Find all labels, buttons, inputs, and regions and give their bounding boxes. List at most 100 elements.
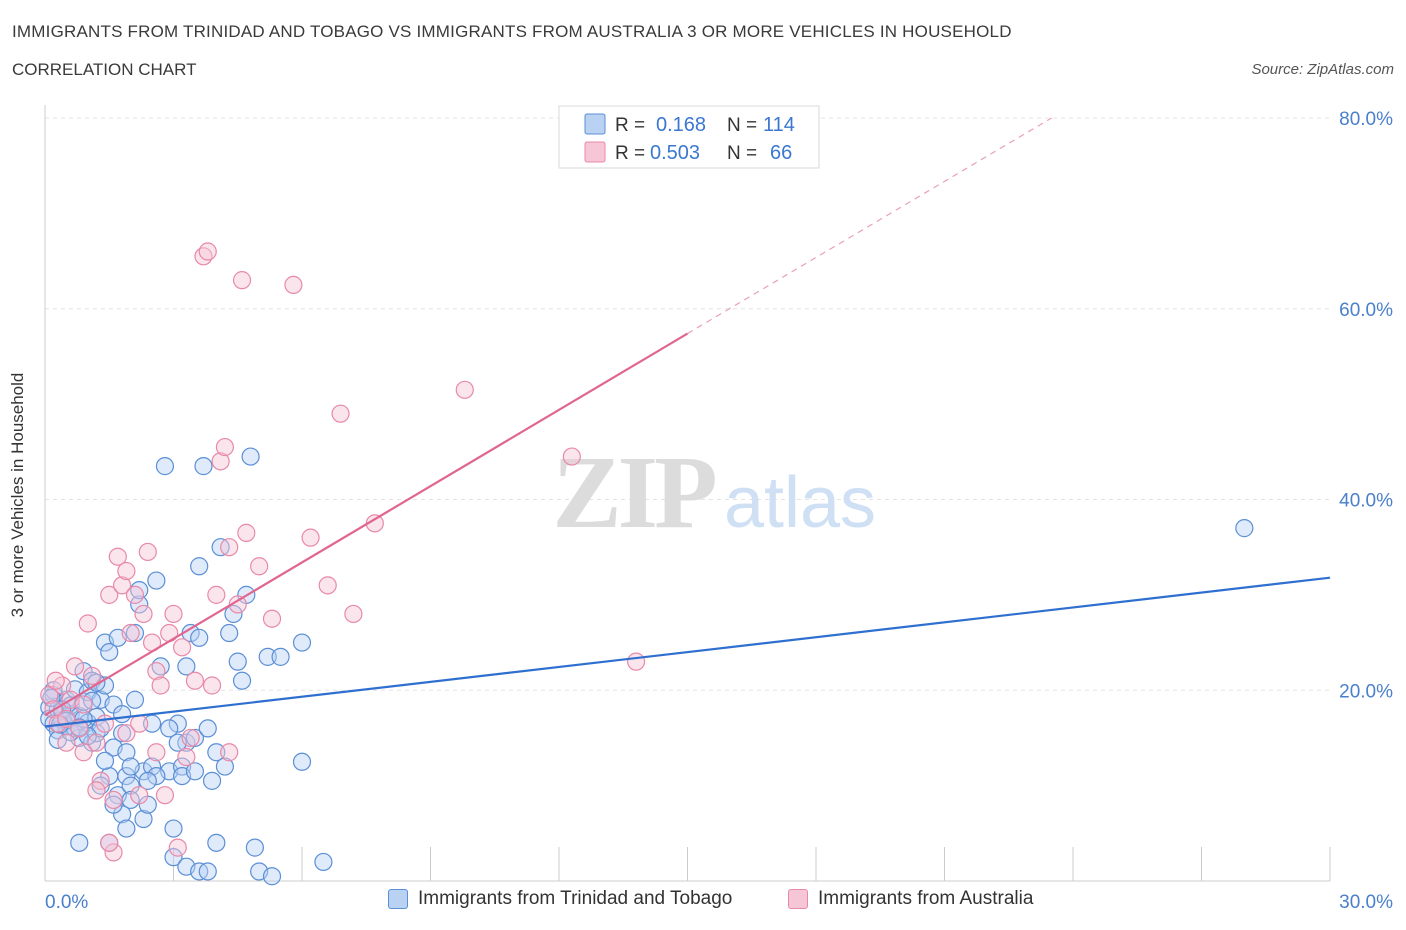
source-label: Source: ZipAtlas.com bbox=[1251, 61, 1394, 78]
data-point bbox=[164, 604, 183, 624]
legend-n-value-2: 66 bbox=[770, 142, 792, 164]
data-point bbox=[100, 585, 119, 604]
legend-r-value-1: 0.168 bbox=[656, 114, 706, 136]
legend-swatch-australia bbox=[584, 141, 606, 163]
legend-n-label-1: N = bbox=[727, 115, 757, 136]
data-point bbox=[271, 647, 290, 666]
data-point bbox=[125, 690, 145, 709]
data-point bbox=[130, 786, 149, 805]
data-point bbox=[220, 623, 239, 643]
data-point bbox=[125, 585, 145, 604]
data-point bbox=[164, 819, 183, 838]
data-point bbox=[155, 457, 175, 476]
data-point bbox=[160, 719, 179, 738]
data-point bbox=[83, 691, 102, 710]
data-point bbox=[117, 561, 136, 581]
data-point bbox=[117, 743, 136, 762]
legend-item-trinidad: Immigrants from Trinidad and Tobago bbox=[388, 888, 732, 910]
data-point bbox=[138, 771, 157, 790]
data-point bbox=[220, 538, 239, 557]
data-point bbox=[207, 743, 226, 762]
data-point bbox=[215, 757, 234, 776]
watermark: ZIP atlas bbox=[552, 435, 876, 550]
data-point bbox=[138, 542, 157, 562]
data-point bbox=[70, 833, 89, 852]
data-point bbox=[215, 437, 234, 457]
legend-item-australia: Immigrants from Australia bbox=[788, 888, 1033, 910]
data-point bbox=[172, 638, 192, 657]
data-point bbox=[70, 719, 89, 738]
legend-r-label-2: R = bbox=[615, 143, 645, 164]
data-point bbox=[130, 595, 149, 614]
data-point bbox=[241, 447, 260, 466]
data-point bbox=[185, 728, 205, 748]
data-point bbox=[46, 671, 65, 690]
data-point bbox=[147, 743, 166, 762]
data-point bbox=[87, 781, 106, 800]
data-point bbox=[134, 604, 153, 624]
data-point bbox=[262, 609, 282, 628]
bottom-legend: Immigrants from Trinidad and Tobago Immi… bbox=[0, 888, 1406, 916]
data-point bbox=[331, 404, 350, 423]
data-point bbox=[344, 604, 363, 624]
data-point bbox=[74, 695, 93, 714]
x-tick-label-min: 0.0% bbox=[45, 892, 88, 913]
data-point bbox=[198, 719, 217, 738]
data-point bbox=[198, 862, 217, 881]
data-point bbox=[108, 547, 127, 566]
data-point bbox=[95, 714, 115, 733]
data-point bbox=[245, 838, 264, 857]
legend-label-trinidad: Immigrants from Trinidad and Tobago bbox=[418, 888, 733, 909]
data-point bbox=[87, 733, 106, 752]
data-point bbox=[168, 838, 187, 857]
data-point bbox=[95, 751, 115, 770]
data-point bbox=[117, 819, 136, 838]
data-point bbox=[284, 275, 303, 295]
data-point bbox=[134, 809, 153, 829]
data-point bbox=[78, 614, 97, 633]
trend-line-australia-extension bbox=[687, 117, 1052, 335]
data-point bbox=[65, 657, 85, 676]
data-point bbox=[130, 714, 149, 733]
data-point bbox=[100, 833, 119, 852]
correlation-legend: R = 0.168 N = 114 R = 0.503 N = 66 bbox=[558, 105, 820, 169]
data-point bbox=[177, 657, 196, 676]
data-point bbox=[190, 557, 209, 576]
data-point bbox=[185, 762, 205, 781]
data-point bbox=[1235, 519, 1254, 538]
data-point bbox=[224, 604, 243, 624]
data-point bbox=[104, 843, 123, 862]
watermark-atlas: atlas bbox=[724, 463, 876, 543]
data-point bbox=[168, 714, 187, 733]
data-point bbox=[147, 662, 166, 681]
data-point bbox=[232, 271, 252, 290]
data-point bbox=[177, 747, 196, 767]
data-point bbox=[314, 852, 333, 872]
trend-line-trinidad bbox=[44, 576, 1331, 728]
chart-title: IMMIGRANTS FROM TRINIDAD AND TOBAGO VS I… bbox=[12, 22, 1012, 41]
data-point bbox=[562, 447, 581, 466]
data-point bbox=[228, 652, 247, 671]
data-point bbox=[164, 848, 183, 867]
data-point bbox=[220, 743, 239, 762]
data-point bbox=[121, 757, 140, 776]
data-point bbox=[121, 623, 140, 643]
y-tick-label: 40.0% bbox=[1339, 491, 1393, 512]
legend-n-value-1: 114 bbox=[763, 114, 795, 136]
data-point bbox=[194, 457, 213, 476]
data-point bbox=[455, 380, 474, 399]
legend-label-australia: Immigrants from Australia bbox=[818, 888, 1034, 909]
data-point bbox=[207, 833, 226, 852]
data-point bbox=[57, 733, 76, 752]
legend-swatch-trinidad bbox=[584, 113, 606, 135]
data-point bbox=[112, 724, 132, 743]
data-point bbox=[190, 628, 209, 647]
series-australia-points bbox=[40, 242, 646, 862]
data-point bbox=[83, 666, 102, 686]
data-point bbox=[155, 786, 175, 805]
legend-n-label-2: N = bbox=[727, 143, 757, 164]
y-tick-label: 20.0% bbox=[1339, 681, 1393, 702]
legend-r-label-1: R = bbox=[615, 115, 645, 136]
data-point bbox=[91, 771, 110, 790]
